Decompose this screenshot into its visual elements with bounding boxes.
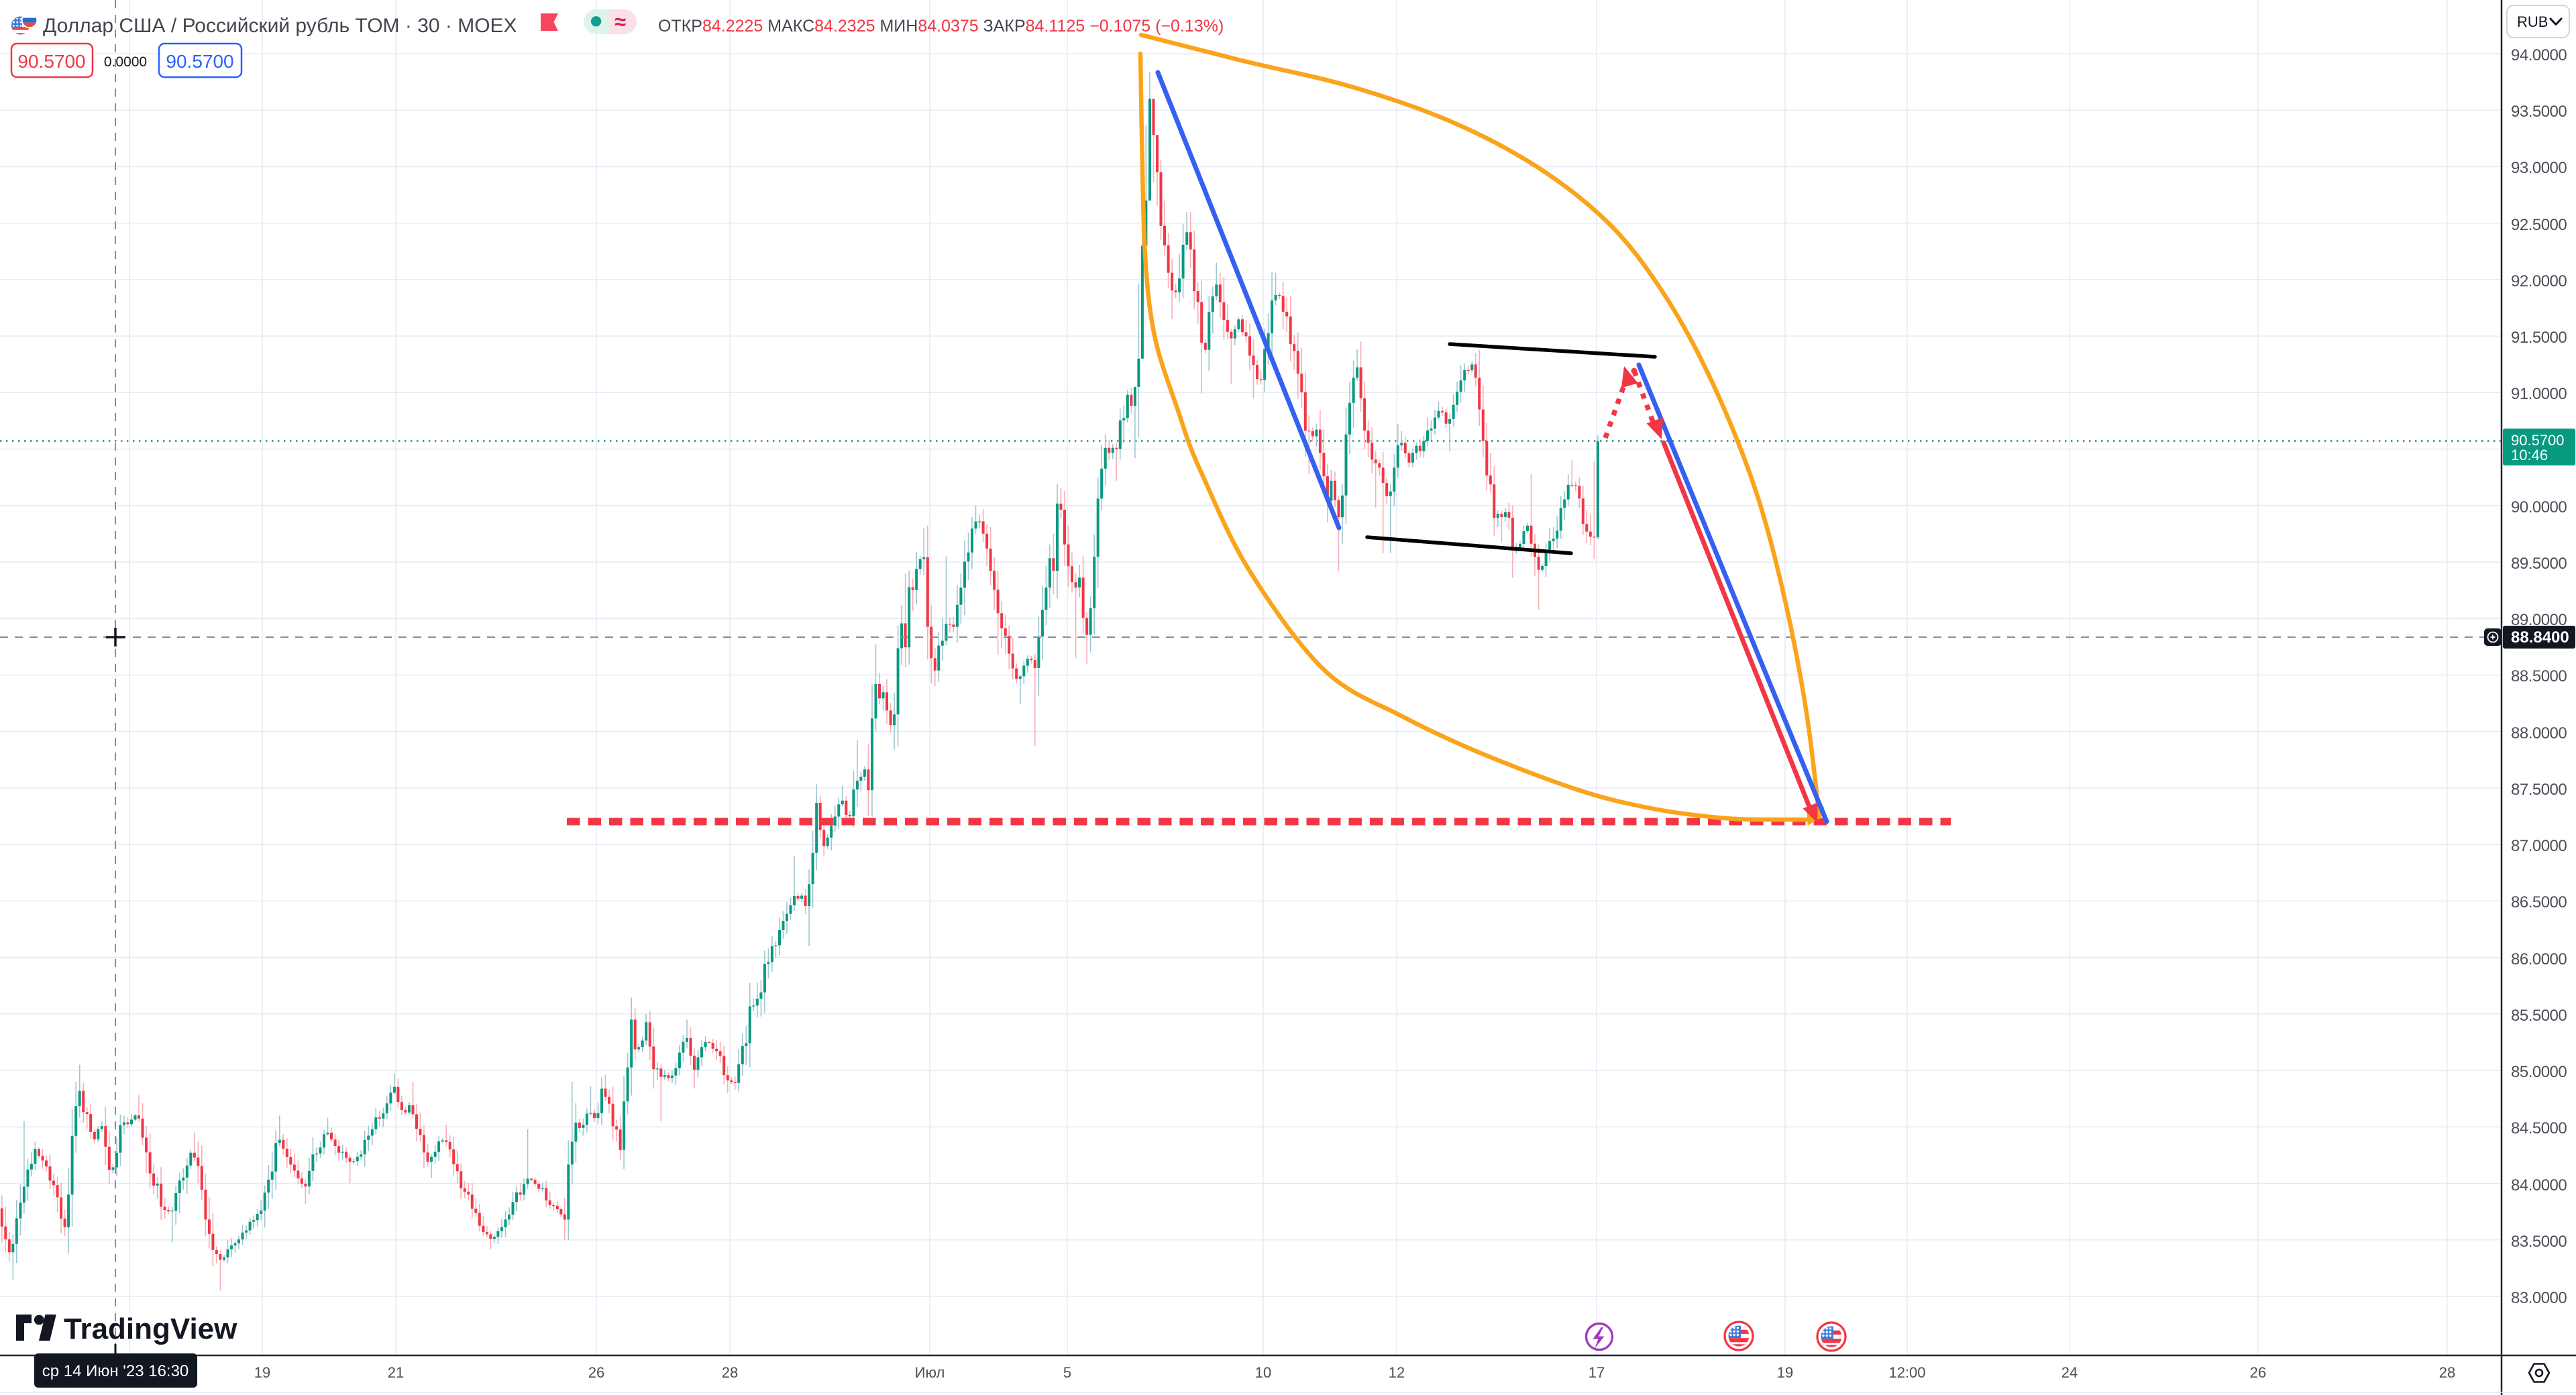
svg-text:87.5000: 87.5000	[2511, 781, 2567, 799]
svg-text:12: 12	[1389, 1364, 1405, 1381]
svg-text:Доллар США / Российский рубль: Доллар США / Российский рубль TOM · 30 ·…	[43, 15, 517, 37]
svg-text:92.5000: 92.5000	[2511, 216, 2567, 234]
svg-text:91.0000: 91.0000	[2511, 385, 2567, 403]
svg-text:88.8400: 88.8400	[2511, 628, 2569, 647]
svg-text:93.0000: 93.0000	[2511, 159, 2567, 177]
svg-text:10:46: 10:46	[2511, 447, 2548, 463]
svg-text:12:00: 12:00	[1888, 1364, 1925, 1381]
svg-text:26: 26	[2250, 1364, 2266, 1381]
svg-text:21: 21	[388, 1364, 404, 1381]
svg-text:TradingView: TradingView	[64, 1313, 237, 1345]
svg-text:84.5000: 84.5000	[2511, 1119, 2567, 1137]
svg-text:90.5700: 90.5700	[166, 51, 233, 72]
svg-text:28: 28	[722, 1364, 738, 1381]
svg-text:93.5000: 93.5000	[2511, 103, 2567, 121]
svg-text:91.5000: 91.5000	[2511, 329, 2567, 347]
svg-text:24: 24	[2061, 1364, 2078, 1381]
svg-text:87.0000: 87.0000	[2511, 837, 2567, 855]
svg-text:10: 10	[1255, 1364, 1271, 1381]
svg-text:0.0000: 0.0000	[104, 54, 147, 70]
svg-text:86.5000: 86.5000	[2511, 893, 2567, 911]
svg-text:Июл: Июл	[915, 1364, 945, 1381]
svg-text:92.0000: 92.0000	[2511, 272, 2567, 290]
svg-text:89.5000: 89.5000	[2511, 555, 2567, 573]
svg-text:28: 28	[2439, 1364, 2455, 1381]
svg-text:90.5700: 90.5700	[17, 51, 85, 72]
svg-text:90.0000: 90.0000	[2511, 498, 2567, 516]
svg-text:86.0000: 86.0000	[2511, 950, 2567, 968]
svg-text:83.5000: 83.5000	[2511, 1233, 2567, 1251]
svg-text:≈: ≈	[614, 10, 626, 34]
svg-text:85.0000: 85.0000	[2511, 1063, 2567, 1081]
svg-text:ср 14 Июн '23 16:30: ср 14 Июн '23 16:30	[42, 1362, 189, 1380]
svg-text:85.5000: 85.5000	[2511, 1007, 2567, 1025]
svg-text:88.0000: 88.0000	[2511, 724, 2567, 742]
svg-text:26: 26	[588, 1364, 604, 1381]
svg-text:88.5000: 88.5000	[2511, 667, 2567, 685]
svg-text:84.0000: 84.0000	[2511, 1176, 2567, 1194]
svg-text:94.0000: 94.0000	[2511, 46, 2567, 64]
svg-text:RUB: RUB	[2517, 13, 2548, 30]
svg-text:90.5700: 90.5700	[2511, 432, 2565, 449]
svg-text:83.0000: 83.0000	[2511, 1289, 2567, 1307]
svg-text:ОТКР84.2225 МАКС84.2325 МИН8: ОТКР84.2225 МАКС84.2325 МИН84.0375 ЗАКР8…	[658, 17, 1224, 36]
svg-text:19: 19	[1777, 1364, 1793, 1381]
svg-text:19: 19	[254, 1364, 270, 1381]
svg-text:5: 5	[1063, 1364, 1071, 1381]
svg-text:17: 17	[1589, 1364, 1605, 1381]
